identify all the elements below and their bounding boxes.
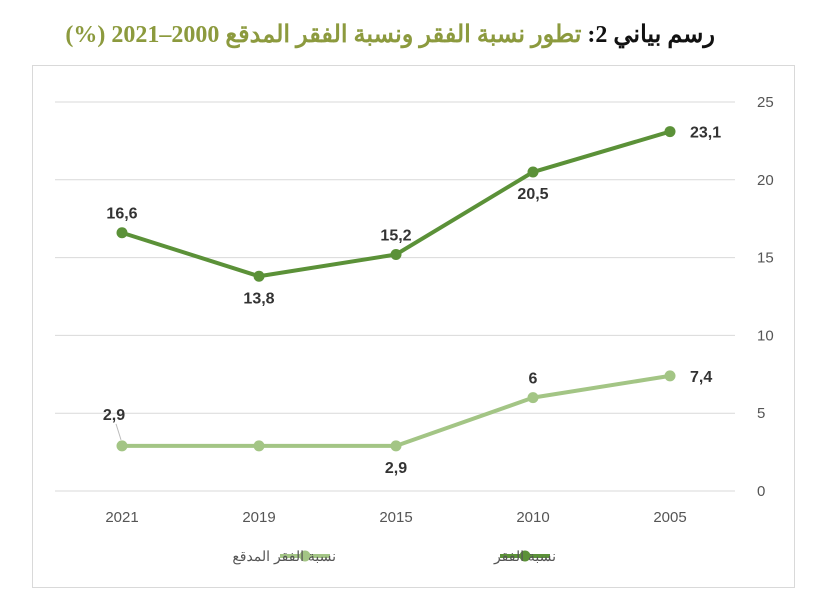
data-label: 20,5 (517, 186, 548, 203)
data-label: 6 (529, 371, 538, 388)
title-lead: رسم بياني 2: (587, 22, 715, 48)
y-tick-label: 15 (757, 250, 774, 267)
data-point (390, 248, 402, 260)
y-tick-label: 10 (757, 327, 774, 344)
data-label: 2,9 (385, 460, 407, 477)
y-tick-label: 20 (757, 172, 774, 189)
chart-title: رسم بياني 2: تطور نسبة الفقر ونسبة الفقر… (65, 20, 715, 49)
leader-line (115, 423, 122, 441)
data-label: 2,9 (103, 407, 125, 424)
series-line (122, 373, 671, 448)
x-tick-label: 2019 (242, 509, 275, 526)
data-point (664, 126, 676, 138)
y-tick-label: 25 (757, 94, 774, 111)
x-tick-label: 2010 (516, 509, 549, 526)
x-tick-label: 2015 (379, 509, 412, 526)
legend-label: نسبة الفقر (493, 548, 556, 565)
data-label: 23,1 (690, 125, 721, 142)
data-label: 13,8 (243, 290, 274, 307)
data-label: 7,4 (690, 369, 712, 386)
data-point (664, 370, 676, 382)
legend-marker (299, 550, 311, 562)
data-point (253, 440, 265, 452)
data-label: 15,2 (380, 227, 411, 244)
data-point (527, 392, 539, 404)
y-tick-label: 0 (757, 483, 765, 500)
legend-marker (519, 550, 531, 562)
data-point (527, 166, 539, 178)
data-point (390, 440, 402, 452)
y-tick-label: 5 (757, 405, 765, 422)
x-tick-label: 2021 (105, 509, 138, 526)
data-point (253, 270, 265, 282)
x-tick-label: 2005 (653, 509, 686, 526)
chart-frame (32, 65, 795, 588)
data-label: 16,6 (106, 206, 137, 223)
legend-label: نسبة الفقر المدقع (232, 548, 336, 565)
title-text: تطور نسبة الفقر ونسبة الفقر المدقع 2000–… (65, 22, 582, 48)
data-point (116, 227, 128, 239)
data-point (116, 440, 128, 452)
